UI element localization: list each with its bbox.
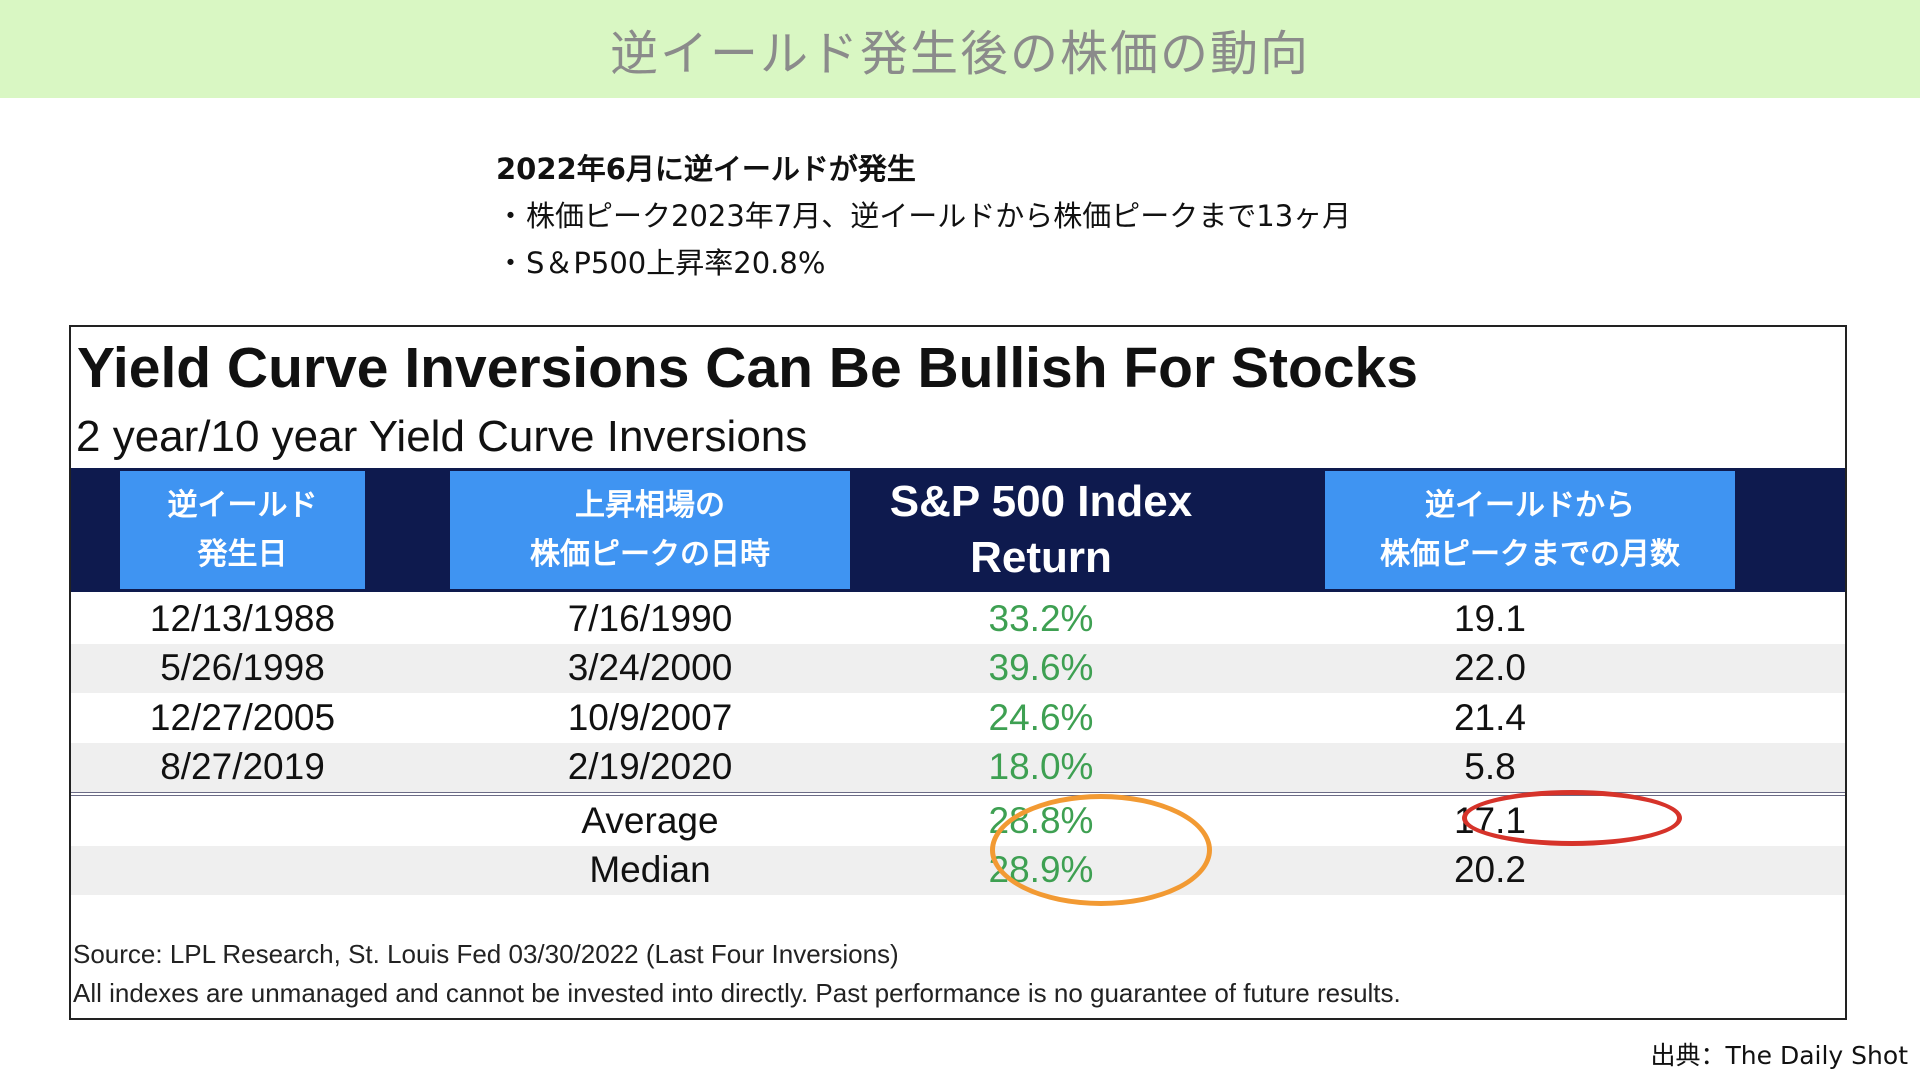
cell-peak-date: 10/9/2007 bbox=[567, 696, 733, 738]
header-inversion-date: 逆イールド 発生日 bbox=[120, 471, 365, 589]
cell-index-return: 24.6% bbox=[988, 696, 1094, 738]
cell-inversion-date: 5/26/1998 bbox=[160, 647, 325, 689]
notes-line: ・ S＆P500上昇率20.8% bbox=[496, 240, 1351, 287]
summary-divider bbox=[71, 792, 1845, 796]
table-row: 12/13/1988 7/16/1990 33.2% 19.1 bbox=[71, 594, 1845, 644]
cell-peak-date: 7/16/1990 bbox=[567, 597, 733, 639]
cell-inversion-date: 12/13/1988 bbox=[149, 597, 336, 639]
disclaimer-note: All indexes are unmanaged and cannot be … bbox=[73, 978, 1401, 1008]
table-row: 8/27/2019 2/19/2020 18.0% 5.8 bbox=[71, 742, 1845, 792]
table-row: 12/27/2005 10/9/2007 24.6% 21.4 bbox=[71, 693, 1845, 743]
table-row: 5/26/1998 3/24/2000 39.6% 22.0 bbox=[71, 643, 1845, 693]
cell-index-return: 28.8% bbox=[988, 799, 1094, 841]
notes-heading: 2022年6月に逆イールドが発生 bbox=[496, 152, 916, 186]
bullet-glyph: ・ bbox=[496, 199, 526, 233]
cell-index-return: 18.0% bbox=[988, 746, 1094, 788]
cell-peak-date: Median bbox=[589, 849, 711, 891]
cell-months-to-peak: 21.4 bbox=[1453, 696, 1526, 738]
cell-index-return: 39.6% bbox=[988, 647, 1094, 689]
cell-months-to-peak: 19.1 bbox=[1453, 597, 1526, 639]
cell-peak-date: 2/19/2020 bbox=[567, 746, 733, 788]
chart-title: Yield Curve Inversions Can Be Bullish Fo… bbox=[77, 336, 1418, 400]
header-peak-date: 上昇相場の 株価ピークの日時 bbox=[450, 471, 850, 589]
table-header: 逆イールド 発生日 上昇相場の 株価ピークの日時 S&P 500 Index R… bbox=[71, 468, 1845, 592]
cell-inversion-date bbox=[120, 796, 365, 846]
title-banner: 逆イールド発生後の株価の動向 bbox=[0, 0, 1920, 98]
cell-inversion-date: 12/27/2005 bbox=[149, 696, 336, 738]
cell-peak-date: 3/24/2000 bbox=[567, 647, 733, 689]
chart-panel: Yield Curve Inversions Can Be Bullish Fo… bbox=[69, 325, 1847, 1020]
notes-line-text: 株価ピーク2023年7月、逆イールドから株価ピークまで13ヶ月 bbox=[526, 199, 1352, 233]
cell-months-to-peak: 22.0 bbox=[1453, 647, 1526, 689]
cell-inversion-date: 8/27/2019 bbox=[160, 746, 325, 788]
header-index-return: S&P 500 Index Return bbox=[889, 477, 1193, 582]
table-row: Average 28.8% 17.1 bbox=[71, 796, 1845, 846]
notes-line: ・ 株価ピーク2023年7月、逆イールドから株価ピークまで13ヶ月 bbox=[496, 193, 1351, 240]
cell-index-return: 33.2% bbox=[988, 597, 1094, 639]
cell-inversion-date bbox=[120, 846, 365, 896]
notes-block: 2022年6月に逆イールドが発生 ・ 株価ピーク2023年7月、逆イールドから株… bbox=[496, 146, 1351, 287]
header-months-to-peak: 逆イールドから 株価ピークまでの月数 bbox=[1325, 471, 1735, 589]
notes-line-text: S＆P500上昇率20.8% bbox=[526, 246, 826, 280]
table-body: 12/13/1988 7/16/1990 33.2% 19.1 5/26/1998 3/2… bbox=[71, 594, 1845, 895]
cell-peak-date: Average bbox=[581, 799, 719, 841]
cell-months-to-peak: 17.1 bbox=[1453, 799, 1526, 841]
cell-months-to-peak: 20.2 bbox=[1453, 849, 1526, 891]
table-row: Median 28.9% 20.2 bbox=[71, 845, 1845, 896]
chart-subtitle: 2 year/10 year Yield Curve Inversions bbox=[76, 412, 808, 461]
cell-index-return: 28.9% bbox=[988, 849, 1094, 891]
page-title: 逆イールド発生後の株価の動向 bbox=[609, 26, 1310, 82]
source-note: Source: LPL Research, St. Louis Fed 03/3… bbox=[73, 939, 899, 969]
cell-months-to-peak: 5.8 bbox=[1464, 746, 1516, 788]
source-credit: 出典：The Daily Shot bbox=[1650, 1041, 1908, 1070]
bullet-glyph: ・ bbox=[496, 246, 526, 280]
